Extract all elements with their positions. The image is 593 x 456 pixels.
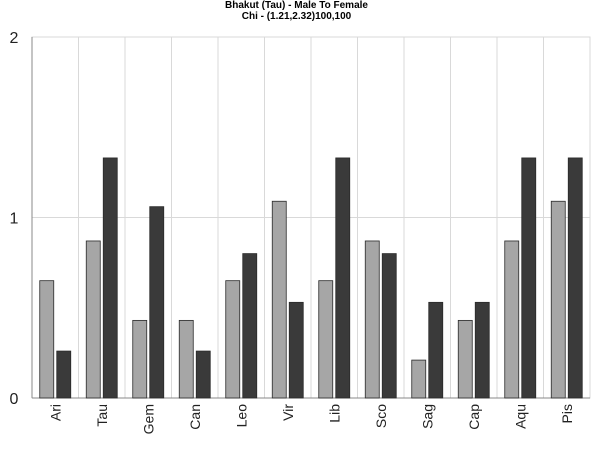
bar-series1-cap [457,319,473,399]
x-tick-label: Tau [94,404,110,427]
chart-subtitle: Chi - (1.21,2.32)100,100 [241,11,352,22]
bar-series2-aqu [521,157,537,399]
y-tick-label: 1 [10,211,19,228]
x-tick-label: Ari [47,404,63,421]
x-tick-label: Sco [373,404,389,428]
bar-series2-sag [428,301,444,399]
bar-series1-can [178,319,194,399]
bar-series1-vir [271,200,287,399]
x-tick-label: Lib [326,404,342,423]
bar-series1-leo [225,280,241,399]
bar-series2-vir [288,301,304,399]
x-tick-label: Pis [559,404,575,423]
bar-series1-sco [364,240,380,399]
bar-series1-aqu [504,240,520,399]
bar-series2-gem [149,206,165,399]
bar-series2-cap [474,301,490,399]
bar-series1-pis [550,200,566,399]
bar-series2-lib [335,157,351,399]
y-tick-label: 0 [10,391,19,408]
bar-series1-gem [132,319,148,399]
x-tick-label: Cap [466,404,482,430]
bar-series2-can [195,350,211,399]
bar-series2-tau [102,157,118,399]
y-tick-label: 2 [10,30,19,47]
bar-series1-ari [39,280,55,399]
x-tick-label: Sag [419,404,435,429]
bar-series1-lib [318,280,334,399]
bar-series2-pis [567,157,583,399]
bar-series1-tau [85,240,101,399]
bar-series2-ari [56,350,72,399]
bar-series1-sag [411,359,427,399]
x-tick-label: Can [187,404,203,430]
x-tick-label: Aqu [512,404,528,429]
x-tick-label: Vir [280,404,296,421]
chart-title: Bhakut (Tau) - Male To Female [225,0,368,11]
bar-series2-sco [381,253,397,399]
bar-series2-leo [242,253,258,399]
x-tick-label: Gem [140,404,156,434]
x-tick-label: Leo [233,404,249,428]
